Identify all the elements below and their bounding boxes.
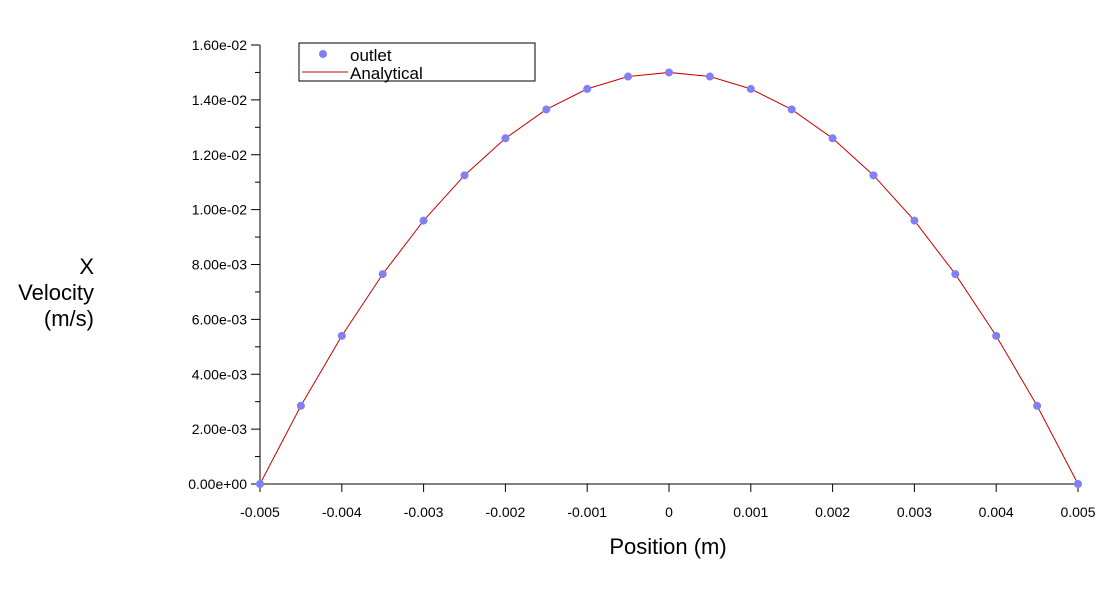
legend-label-analytical: Analytical (350, 64, 423, 83)
outlet-point (624, 72, 633, 81)
analytical-line (259, 71, 1079, 485)
outlet-point (460, 171, 469, 180)
outlet-point (869, 171, 878, 180)
outlet-point (1033, 401, 1042, 410)
outlet-point (951, 270, 960, 279)
outlet-point (910, 216, 919, 225)
x-tick-label: -0.001 (567, 504, 607, 520)
outlet-point (787, 105, 796, 114)
y-axis-title-line-1: X (79, 254, 94, 279)
x-tick-label: 0.003 (897, 504, 932, 520)
outlet-point (501, 134, 510, 143)
outlet-point (296, 401, 305, 410)
x-tick-label: 0.005 (1060, 504, 1095, 520)
x-axis-title: Position (m) (609, 534, 726, 559)
x-ticks: -0.005 -0.004 -0.003 -0.002 -0.001 0 0.001 0.00… (240, 484, 1096, 520)
y-axis-title-line-3: (m/s) (44, 306, 94, 331)
y-tick-label: 8.00e-03 (192, 257, 247, 273)
y-ticks: 0.00e+00 2.00e-03 4.00e-03 6.00e-03 8.00e-03… (188, 37, 260, 492)
outlet-point (419, 216, 428, 225)
x-tick-label: -0.002 (486, 504, 526, 520)
outlet-point (705, 72, 714, 81)
outlet-point (992, 331, 1001, 340)
outlet-point (828, 134, 837, 143)
legend-box (298, 42, 536, 82)
x-tick-label: 0.002 (815, 504, 850, 520)
y-tick-label: 1.20e-02 (192, 147, 247, 163)
outlet-point (583, 84, 592, 93)
outlet-point (665, 68, 673, 77)
legend: outlet Analytical (298, 42, 536, 83)
x-tick-label: 0.004 (979, 504, 1014, 520)
legend-marker-outlet (319, 50, 327, 58)
outlet-point (337, 331, 346, 340)
x-tick-label: -0.004 (322, 504, 362, 520)
y-tick-label: 2.00e-03 (192, 421, 247, 437)
outlet-point (1074, 480, 1082, 488)
outlet-point (256, 480, 264, 488)
axes (259, 45, 1078, 485)
y-tick-label: 1.00e-02 (192, 202, 247, 218)
x-tick-label: -0.005 (240, 504, 280, 520)
y-tick-label: 1.40e-02 (192, 92, 247, 108)
legend-label-outlet: outlet (350, 46, 392, 65)
y-tick-label: 1.60e-02 (192, 37, 247, 53)
x-tick-label: 0 (665, 504, 673, 520)
outlet-point (542, 105, 551, 114)
y-tick-label: 6.00e-03 (192, 311, 247, 327)
series-layer (256, 68, 1082, 488)
y-axis-title: X Velocity (m/s) (18, 254, 94, 331)
x-tick-label: 0.001 (733, 504, 768, 520)
outlet-point (378, 270, 387, 279)
y-axis-title-line-2: Velocity (18, 280, 94, 305)
x-tick-label: -0.003 (404, 504, 444, 520)
outlet-point (746, 84, 755, 93)
y-tick-label: 0.00e+00 (188, 476, 247, 492)
y-tick-label: 4.00e-03 (192, 366, 247, 382)
